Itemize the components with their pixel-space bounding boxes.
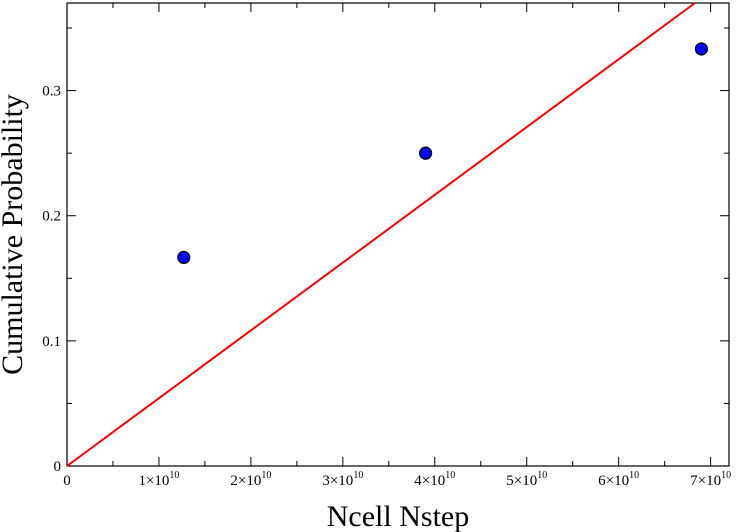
data-point	[177, 250, 191, 264]
x-tick-label: 7×1010	[690, 470, 731, 489]
x-tick-label-mantissa: 7	[690, 473, 698, 489]
x-tick-label: 2×1010	[230, 470, 271, 489]
x-tick-label-base: ×10	[606, 473, 629, 489]
x-tick-label-exponent: 10	[629, 470, 639, 481]
x-tick-label: 4×1010	[414, 470, 455, 489]
y-tick-label: 0.3	[42, 84, 61, 100]
x-tick-label-exponent: 10	[261, 470, 271, 481]
y-tick-label: 0	[54, 459, 62, 475]
ticks-group: 0 1×1010 2×1010 3×1010 4×1010 5×1010 6×1010 7×1…	[42, 3, 731, 489]
x-tick-label-mantissa: 3	[322, 473, 330, 489]
x-tick-label-mantissa: 4	[414, 473, 422, 489]
x-tick-label: 1×1010	[138, 470, 179, 489]
x-tick-label: 3×1010	[322, 470, 363, 489]
series-group	[66, 2, 709, 467]
x-tick-label-exponent: 10	[445, 470, 455, 481]
x-tick-label-base: ×10	[330, 473, 353, 489]
plot-frame	[66, 2, 730, 467]
x-tick-label-base: ×10	[238, 473, 261, 489]
x-tick-label-exponent: 10	[169, 470, 179, 481]
x-tick-label-base: ×10	[698, 473, 721, 489]
fit-line	[66, 2, 696, 467]
x-tick-label-exponent: 10	[537, 470, 547, 481]
plot-frame-group	[66, 2, 730, 467]
y-axis-title: Cumulative Probability	[0, 94, 29, 375]
x-tick-label-base: ×10	[422, 473, 445, 489]
x-tick-label-exponent: 10	[353, 470, 363, 481]
x-tick-label-text: 0	[63, 473, 71, 489]
y-tick-label: 0.2	[42, 209, 61, 225]
x-tick-label: 0	[63, 473, 71, 489]
x-axis-title: Ncell Nstep	[327, 500, 469, 532]
x-tick-label: 5×1010	[506, 470, 547, 489]
data-point	[694, 42, 709, 56]
x-tick-label-mantissa: 2	[230, 473, 238, 489]
x-tick-label-base: ×10	[514, 473, 537, 489]
x-tick-label-exponent: 10	[721, 470, 731, 481]
y-tick-label: 0.1	[42, 334, 61, 350]
data-point	[418, 146, 433, 160]
x-tick-label-mantissa: 5	[506, 473, 514, 489]
x-tick-label: 6×1010	[598, 470, 639, 489]
x-tick-label-mantissa: 1	[138, 473, 146, 489]
x-tick-label-mantissa: 6	[598, 473, 606, 489]
x-tick-label-base: ×10	[146, 473, 169, 489]
